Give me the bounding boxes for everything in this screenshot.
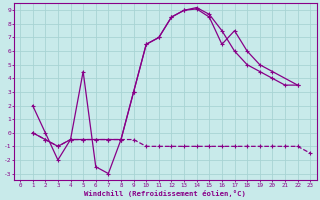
X-axis label: Windchill (Refroidissement éolien,°C): Windchill (Refroidissement éolien,°C) [84,190,246,197]
